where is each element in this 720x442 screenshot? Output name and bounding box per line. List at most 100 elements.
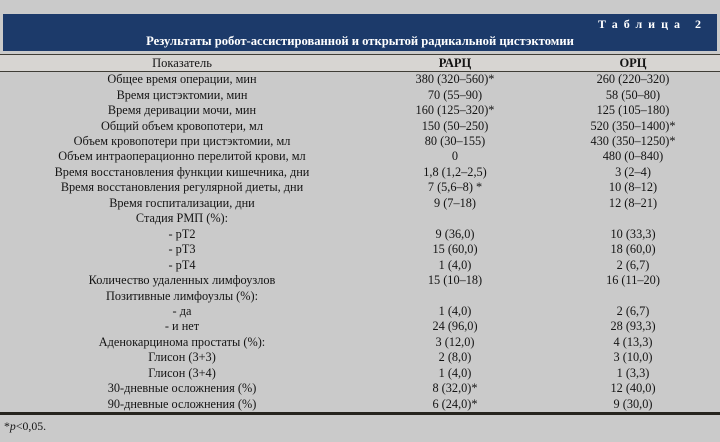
orc-value: 3 (2–4) (615, 164, 651, 179)
row-label: Позитивные лимфоузлы (%): (105, 288, 259, 303)
table-row: Время деривации мочи, мин 160 (125–320)* 1… (0, 103, 720, 118)
table-row: Время восстановления регулярной диеты, д… (0, 180, 720, 195)
row-label: Объем интраоперационно перелитой крови, … (58, 149, 306, 164)
table-row: - и нет 24 (96,0) 28 (93,3) (0, 319, 720, 334)
table-row: 90-дневные осложнения (%) 6 (24,0)* 9 (30,… (0, 397, 720, 412)
row-label: - pT2 (168, 226, 196, 241)
footnote: *p<0,05. (0, 415, 720, 433)
rarc-value: 8 (32,0)* (432, 381, 478, 396)
rarc-value: 80 (30–155) (424, 134, 486, 149)
column-header-orc: ОРЦ (619, 56, 647, 70)
table-row: - pT3 15 (60,0) 18 (60,0) (0, 242, 720, 257)
footnote-p-symbol: p (9, 419, 16, 433)
row-label: Время госпитализации, дни (109, 195, 255, 210)
orc-value: 260 (220–320) (596, 72, 670, 87)
table-header-band: Таблица 2 Результаты робот-ассистированн… (3, 14, 717, 51)
rarc-value: 0 (451, 149, 459, 164)
table-row: Время госпитализации, дни 9 (7–18) 12 (8–2… (0, 196, 720, 211)
rarc-value: 2 (8,0) (438, 350, 472, 365)
row-label: - да (172, 304, 192, 319)
table-row: Аденокарцинома простаты (%): 3 (12,0) 4 (1… (0, 335, 720, 350)
table-row: - pT4 1 (4,0) 2 (6,7) (0, 257, 720, 272)
table-row: Время восстановления функции кишечника, … (0, 165, 720, 180)
column-header-row: Показатель РАРЦ ОРЦ (0, 55, 720, 71)
table-body: Общее время операции, мин 380 (320–560)* 2… (0, 72, 720, 412)
orc-value: 1 (3,3) (616, 365, 650, 380)
row-label: Глисон (3+3) (148, 350, 216, 365)
orc-value: 3 (10,0) (613, 350, 653, 365)
row-label: Глисон (3+4) (148, 365, 216, 380)
table-row: - pT2 9 (36,0) 10 (33,3) (0, 227, 720, 242)
row-label: Время восстановления регулярной диеты, д… (60, 180, 304, 195)
row-label: - и нет (164, 319, 200, 334)
rarc-value: 70 (55–90) (427, 87, 483, 102)
row-label: Время деривации мочи, мин (107, 103, 257, 118)
table-row: Время цистэктомии, мин 70 (55–90) 58 (50–8… (0, 87, 720, 102)
row-label: - pT4 (168, 257, 196, 272)
row-label: Объем кровопотери при цистэктомии, мл (73, 134, 291, 149)
rarc-value: 7 (5,6–8) * (427, 180, 483, 195)
rarc-value: 15 (60,0) (432, 242, 478, 257)
rarc-value: 1,8 (1,2–2,5) (423, 164, 487, 179)
table-row: 30-дневные осложнения (%) 8 (32,0)* 12 (40… (0, 381, 720, 396)
table-row: Объем кровопотери при цистэктомии, мл 80 … (0, 134, 720, 149)
row-label: Общий объем кровопотери, мл (101, 118, 263, 133)
footnote-asterisk: * (4, 419, 10, 433)
orc-value: 9 (30,0) (613, 396, 653, 411)
orc-value: 58 (50–80) (605, 87, 661, 102)
column-header-metric: Показатель (152, 56, 212, 70)
row-label: Стадия РМП (%): (135, 211, 229, 226)
table-row: Общее время операции, мин 380 (320–560)* 2… (0, 72, 720, 87)
table-row: Количество удаленных лимфоузлов 15 (10–18… (0, 273, 720, 288)
table-row: - да 1 (4,0) 2 (6,7) (0, 304, 720, 319)
rarc-value: 1 (4,0) (438, 304, 472, 319)
orc-value: 2 (6,7) (616, 257, 650, 272)
rarc-value: 6 (24,0)* (432, 396, 478, 411)
orc-value: 4 (13,3) (613, 334, 653, 349)
top-margin-strip (0, 0, 720, 14)
orc-value: 16 (11–20) (606, 273, 660, 288)
rarc-value: 9 (7–18) (433, 195, 476, 210)
row-label: Количество удаленных лимфоузлов (88, 273, 276, 288)
row-label: Аденокарцинома простаты (%): (98, 334, 266, 349)
header-top-rule (0, 54, 720, 55)
orc-value: 2 (6,7) (616, 304, 650, 319)
rarc-value: 1 (4,0) (438, 257, 472, 272)
table-row: Глисон (3+4) 1 (4,0) 1 (3,3) (0, 366, 720, 381)
row-label: - pT3 (168, 242, 196, 257)
rarc-value: 15 (10–18) (427, 273, 483, 288)
rarc-value: 24 (96,0) (432, 319, 478, 334)
orc-value: 18 (60,0) (610, 242, 656, 257)
orc-value: 430 (350–1250)* (590, 134, 676, 149)
table-title: Результаты робот-ассистированной и откры… (146, 34, 574, 48)
orc-value: 480 (0–840) (602, 149, 664, 164)
rarc-value: 1 (4,0) (438, 365, 472, 380)
orc-value: 12 (40,0) (610, 381, 656, 396)
table-row: Глисон (3+3) 2 (8,0) 3 (10,0) (0, 350, 720, 365)
rarc-value: 150 (50–250) (421, 118, 489, 133)
rarc-value: 3 (12,0) (435, 334, 475, 349)
orc-value: 10 (8–12) (608, 180, 658, 195)
orc-value: 520 (350–1400)* (590, 118, 676, 133)
table-row: Позитивные лимфоузлы (%): (0, 288, 720, 303)
table-row: Объем интраоперационно перелитой крови, … (0, 149, 720, 164)
orc-value: 10 (33,3) (610, 226, 656, 241)
row-label: Время восстановления функции кишечника, … (54, 164, 310, 179)
column-header-rarc: РАРЦ (438, 56, 472, 70)
rarc-value: 160 (125–320)* (415, 103, 495, 118)
row-label: 90-дневные осложнения (%) (107, 396, 257, 411)
orc-value: 28 (93,3) (610, 319, 656, 334)
rarc-value: 380 (320–560)* (415, 72, 495, 87)
orc-value: 12 (8–21) (608, 195, 658, 210)
table-row: Общий объем кровопотери, мл 150 (50–250) 5… (0, 118, 720, 133)
table-number: Таблица 2 (598, 17, 707, 31)
row-label: Время цистэктомии, мин (116, 87, 248, 102)
footnote-value: <0,05. (15, 419, 47, 433)
table-bottom-rule (0, 412, 720, 415)
row-label: 30-дневные осложнения (%) (107, 381, 257, 396)
table-row: Стадия РМП (%): (0, 211, 720, 226)
row-label: Общее время операции, мин (107, 72, 257, 87)
header-bottom-rule (0, 71, 720, 72)
rarc-value: 9 (36,0) (435, 226, 475, 241)
